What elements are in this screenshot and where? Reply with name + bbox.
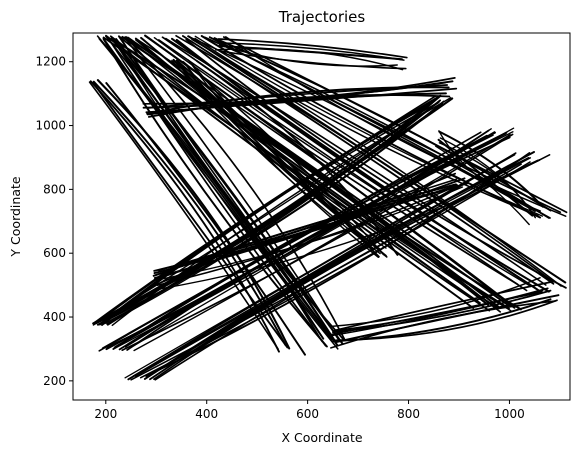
trajectory-line-13 [120, 37, 344, 340]
trajectory-line-103 [145, 87, 458, 114]
y-tick-label: 600 [43, 246, 66, 260]
trajectory-line-40 [187, 35, 567, 284]
trajectory-line-120 [332, 289, 552, 334]
trajectory-line-107 [148, 76, 456, 105]
trajectory-line-93 [153, 159, 539, 380]
trajectory-line-99 [105, 82, 306, 356]
trajectory-line-12 [118, 36, 335, 342]
chart-title: Trajectories [278, 8, 366, 26]
trajectory-line-115 [334, 294, 560, 344]
trajectory-lines [88, 34, 568, 381]
x-axis: 200 400 600 800 1000 [94, 400, 525, 421]
x-tick-label: 600 [296, 407, 319, 421]
trajectory-line-67 [106, 97, 454, 326]
trajectory-line-133 [152, 186, 464, 282]
trajectory-line-117 [331, 298, 552, 343]
trajectory-line-15 [124, 36, 346, 340]
trajectory-line-2 [102, 38, 328, 348]
y-tick-label: 1000 [35, 119, 66, 133]
trajectory-line-148 [187, 59, 387, 249]
trajectory-line-140 [171, 59, 381, 255]
trajectory-line-138 [153, 172, 457, 272]
y-tick-label: 200 [43, 374, 66, 388]
trajectory-line-149 [195, 60, 399, 256]
x-tick-label: 800 [397, 407, 420, 421]
trajectory-line-5 [108, 38, 327, 347]
trajectory-line-111 [218, 44, 398, 67]
trajectory-line-137 [153, 177, 466, 275]
x-tick-label: 1000 [494, 407, 525, 421]
trajectory-line-94 [88, 81, 279, 350]
trajectory-line-146 [182, 60, 385, 256]
trajectory-line-130 [155, 197, 463, 291]
trajectory-line-123 [329, 277, 541, 328]
trajectory-line-128 [438, 130, 544, 208]
x-tick-label: 400 [195, 407, 218, 421]
trajectory-line-96 [92, 81, 289, 349]
trajectory-line-147 [188, 60, 388, 258]
trajectory-line-84 [127, 153, 516, 381]
trajectory-line-25 [134, 37, 510, 310]
trajectory-line-112 [218, 42, 405, 61]
trajectory-line-41 [191, 38, 562, 287]
trajectory-line-98 [96, 79, 291, 350]
trajectory-line-129 [438, 130, 542, 212]
trajectory-line-45 [200, 35, 542, 219]
trajectory-line-126 [437, 138, 534, 217]
trajectory-line-66 [111, 96, 452, 327]
trajectory-line-63 [101, 98, 437, 326]
trajectory-line-139 [158, 178, 458, 272]
trajectory-line-39 [185, 38, 567, 289]
y-tick-label: 800 [43, 182, 66, 196]
trajectory-line-110 [218, 44, 403, 61]
y-tick-label: 400 [43, 310, 66, 324]
trajectory-line-76 [121, 133, 514, 352]
trajectory-line-23 [125, 36, 499, 309]
trajectory-line-91 [147, 151, 535, 377]
plot-frame [72, 32, 571, 401]
trajectory-line-89 [145, 152, 531, 378]
trajectory-line-14 [123, 36, 341, 342]
trajectory-line-145 [182, 61, 380, 259]
trajectory-line-97 [92, 80, 287, 347]
y-axis-label: Y Coordinate [8, 176, 23, 257]
y-axis: 200 400 600 800 1000 1200 [35, 55, 73, 388]
trajectory-line-113 [217, 38, 408, 59]
trajectory-line-81 [133, 133, 511, 352]
trajectory-line-51 [225, 36, 567, 217]
trajectory-line-121 [332, 287, 549, 332]
trajectory-line-31 [153, 36, 532, 288]
x-axis-label: X Coordinate [281, 430, 362, 445]
trajectory-line-44 [194, 37, 539, 217]
trajectory-line-79 [126, 136, 511, 351]
trajectory-line-10 [112, 38, 339, 350]
y-tick-label: 1200 [35, 55, 66, 69]
trajectory-line-108 [219, 50, 407, 70]
trajectory-line-75 [113, 134, 494, 349]
trajectory-line-95 [89, 80, 280, 353]
x-tick-label: 200 [94, 407, 117, 421]
